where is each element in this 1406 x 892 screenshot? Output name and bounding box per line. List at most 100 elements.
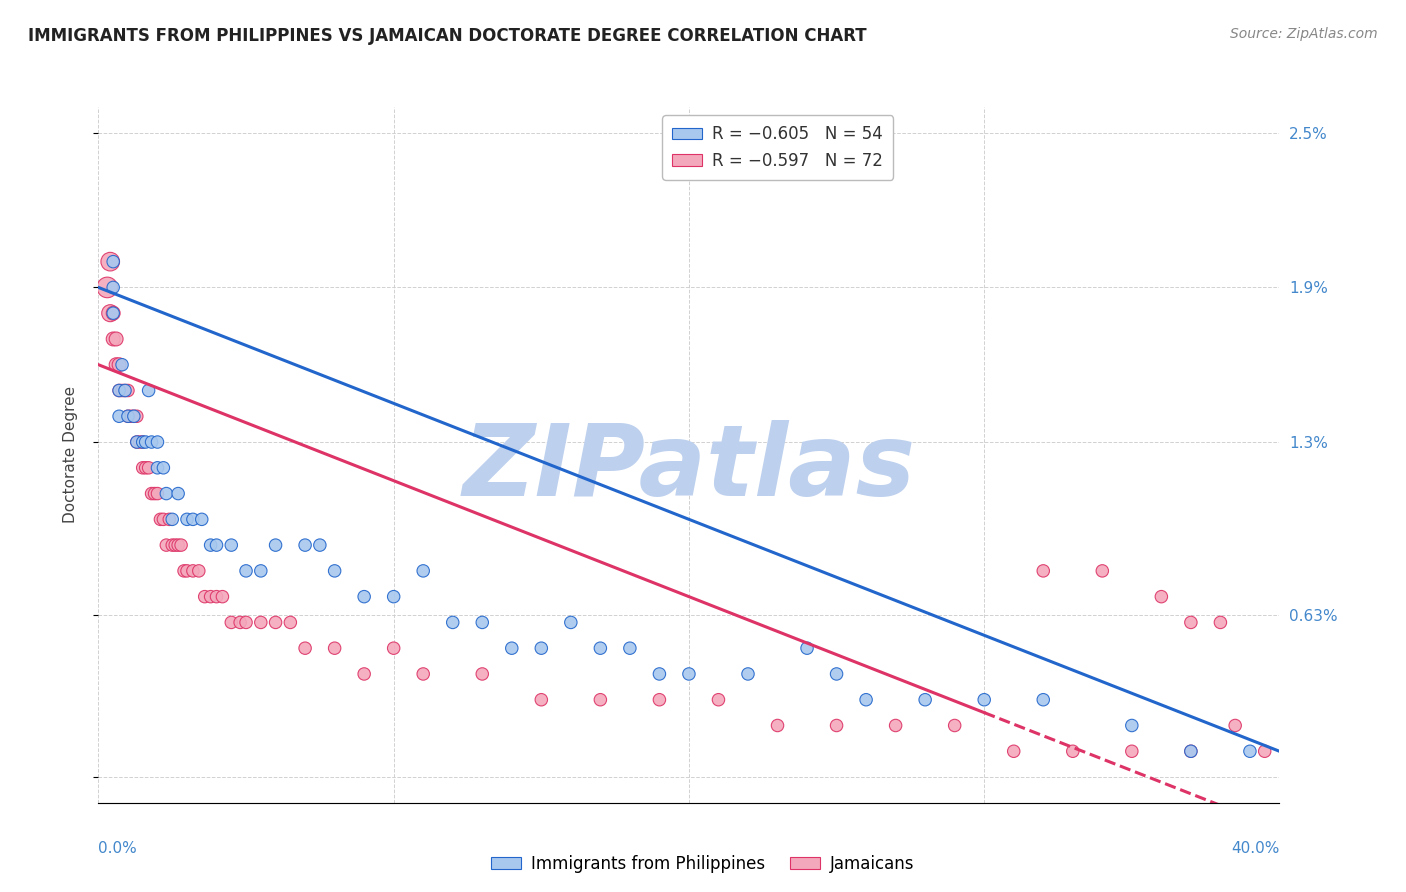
- Point: [250, 615, 273, 630]
- Point: [125, 435, 148, 450]
- Point: [155, 538, 177, 552]
- Point: [173, 564, 195, 578]
- Point: [235, 564, 257, 578]
- Point: [187, 564, 209, 578]
- Point: [141, 486, 163, 500]
- Point: [914, 692, 936, 706]
- Point: [1002, 744, 1025, 758]
- Point: [132, 435, 155, 450]
- Point: [191, 512, 214, 526]
- Point: [560, 615, 582, 630]
- Point: [707, 692, 730, 706]
- Point: [117, 384, 139, 398]
- Point: [108, 384, 131, 398]
- Point: [589, 692, 612, 706]
- Point: [98, 306, 121, 320]
- Point: [382, 590, 405, 604]
- Point: [108, 384, 131, 398]
- Point: [132, 435, 155, 450]
- Point: [1180, 744, 1202, 758]
- Point: [146, 486, 169, 500]
- Text: 40.0%: 40.0%: [1232, 841, 1279, 856]
- Point: [501, 641, 523, 656]
- Point: [152, 460, 174, 475]
- Point: [1032, 564, 1054, 578]
- Point: [167, 538, 190, 552]
- Point: [103, 254, 125, 268]
- Point: [1239, 744, 1261, 758]
- Point: [250, 564, 273, 578]
- Point: [1254, 744, 1277, 758]
- Point: [353, 590, 375, 604]
- Point: [884, 718, 907, 732]
- Point: [176, 564, 198, 578]
- Point: [589, 641, 612, 656]
- Point: [205, 590, 228, 604]
- Point: [162, 538, 183, 552]
- Point: [103, 306, 125, 320]
- Point: [943, 718, 966, 732]
- Point: [1180, 615, 1202, 630]
- Point: [1091, 564, 1114, 578]
- Point: [211, 590, 233, 604]
- Point: [98, 254, 121, 268]
- Point: [117, 409, 139, 424]
- Point: [264, 538, 287, 552]
- Point: [194, 590, 217, 604]
- Point: [278, 615, 302, 630]
- Point: [138, 384, 160, 398]
- Point: [157, 512, 180, 526]
- Point: [165, 538, 187, 552]
- Point: [103, 332, 125, 346]
- Point: [128, 435, 150, 450]
- Point: [441, 615, 464, 630]
- Point: [219, 615, 242, 630]
- Point: [471, 615, 494, 630]
- Point: [103, 306, 125, 320]
- Text: Source: ZipAtlas.com: Source: ZipAtlas.com: [1230, 27, 1378, 41]
- Point: [235, 615, 257, 630]
- Point: [323, 641, 346, 656]
- Point: [170, 538, 193, 552]
- Point: [108, 358, 131, 372]
- Point: [825, 718, 848, 732]
- Point: [294, 641, 316, 656]
- Point: [1121, 744, 1143, 758]
- Point: [309, 538, 332, 552]
- Point: [353, 667, 375, 681]
- Point: [146, 435, 169, 450]
- Legend: R = −0.605   N = 54, R = −0.597   N = 72: R = −0.605 N = 54, R = −0.597 N = 72: [662, 115, 893, 179]
- Point: [973, 692, 995, 706]
- Point: [678, 667, 700, 681]
- Point: [1032, 692, 1054, 706]
- Point: [766, 718, 789, 732]
- Point: [1223, 718, 1246, 732]
- Point: [323, 564, 346, 578]
- Point: [162, 512, 183, 526]
- Point: [114, 384, 136, 398]
- Point: [105, 358, 128, 372]
- Point: [120, 409, 142, 424]
- Point: [152, 512, 174, 526]
- Point: [648, 692, 671, 706]
- Point: [141, 435, 163, 450]
- Point: [200, 590, 222, 604]
- Point: [125, 409, 148, 424]
- Point: [135, 435, 157, 450]
- Point: [181, 512, 204, 526]
- Point: [855, 692, 877, 706]
- Point: [96, 280, 118, 294]
- Point: [205, 538, 228, 552]
- Point: [382, 641, 405, 656]
- Point: [122, 409, 145, 424]
- Point: [200, 538, 222, 552]
- Point: [1209, 615, 1232, 630]
- Point: [103, 280, 125, 294]
- Point: [125, 435, 148, 450]
- Point: [619, 641, 641, 656]
- Point: [114, 384, 136, 398]
- Legend: Immigrants from Philippines, Jamaicans: Immigrants from Philippines, Jamaicans: [485, 848, 921, 880]
- Y-axis label: Doctorate Degree: Doctorate Degree: [63, 386, 77, 524]
- Point: [108, 409, 131, 424]
- Text: 0.0%: 0.0%: [98, 841, 138, 856]
